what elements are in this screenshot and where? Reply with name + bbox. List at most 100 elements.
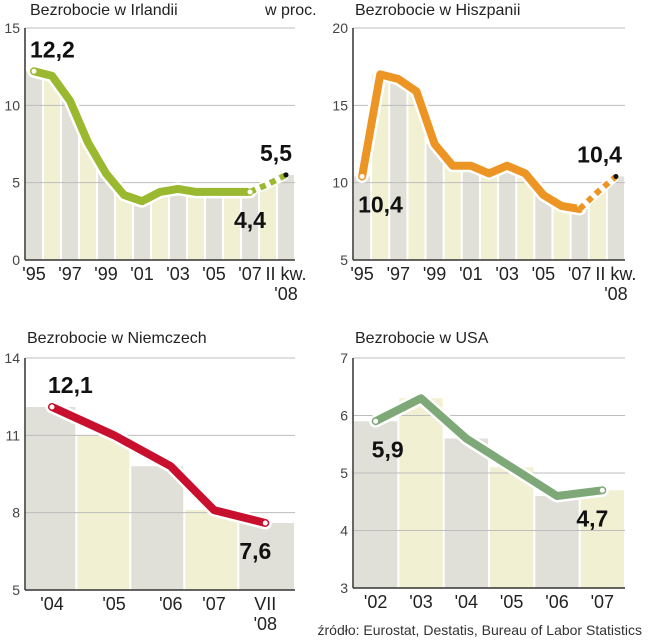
bar bbox=[224, 191, 240, 260]
y-tick-label: 6 bbox=[340, 408, 348, 424]
x-tick-label: '06 bbox=[159, 594, 182, 614]
bar bbox=[354, 421, 398, 588]
data-point bbox=[246, 188, 254, 196]
y-tick-label: 5 bbox=[12, 582, 20, 598]
x-tick-label: VII bbox=[254, 594, 276, 614]
x-tick-label: '07 bbox=[568, 264, 591, 284]
bar bbox=[131, 466, 184, 590]
bar bbox=[44, 75, 60, 261]
chart-usa-plot: 3 4 5 6 7 '02 '03 '04 '05 '06 '07 5,9 4,7 bbox=[340, 350, 625, 612]
x-tick-label: '08 bbox=[604, 284, 627, 304]
bar bbox=[134, 201, 150, 260]
series-line bbox=[371, 394, 607, 500]
bar bbox=[80, 142, 96, 260]
bar bbox=[354, 176, 371, 260]
x-tick-label: '04 bbox=[455, 592, 478, 612]
x-tick-label: '04 bbox=[40, 594, 63, 614]
x-tick-label: II kw. bbox=[595, 264, 636, 284]
bar bbox=[480, 173, 498, 260]
data-label: 5,9 bbox=[372, 436, 404, 462]
bar bbox=[26, 406, 76, 590]
x-tick-label: '03 bbox=[166, 264, 189, 284]
y-tick-label: 15 bbox=[332, 97, 348, 113]
x-tick-label: '07 bbox=[238, 264, 261, 284]
data-label: 10,4 bbox=[577, 141, 622, 167]
x-tick-label: II kw. bbox=[265, 264, 306, 284]
bar bbox=[185, 510, 238, 590]
x-tick-label: '08 bbox=[254, 614, 277, 634]
bar bbox=[260, 184, 276, 260]
y-tick-label: 0 bbox=[12, 252, 20, 268]
data-point bbox=[358, 172, 366, 180]
bar bbox=[535, 195, 552, 260]
data-point bbox=[613, 173, 619, 179]
y-tick-label: 15 bbox=[4, 20, 20, 36]
x-tick-label: '06 bbox=[545, 592, 568, 612]
bar bbox=[152, 191, 168, 260]
chart-title: Bezrobocie w Niemczech bbox=[27, 330, 207, 347]
chart-germany: Bezrobocie w Niemczech 5 8 11 14 '04 '05 '06 '0… bbox=[0, 320, 325, 640]
bar bbox=[62, 100, 78, 261]
series-line bbox=[48, 403, 270, 527]
chart-title: Bezrobocie w Irlandii bbox=[30, 2, 178, 19]
chart-ireland-plot: 0 5 10 15 '95 '97 '99 '01 '03 '05 '07 II kw.'08 12,2… bbox=[4, 20, 306, 304]
bar bbox=[462, 165, 479, 260]
bar bbox=[444, 165, 461, 260]
bar bbox=[580, 490, 624, 588]
bar bbox=[444, 438, 488, 588]
x-tick-label: '95 bbox=[22, 264, 45, 284]
chart-title: Bezrobocie w Hiszpanii bbox=[355, 2, 521, 19]
x-tick-label: '01 bbox=[459, 264, 482, 284]
bar bbox=[408, 91, 425, 260]
x-tick-label: '95 bbox=[350, 264, 373, 284]
chart-spain-plot: 5 10 15 20 '95 '97 '99 '01 '03 '05 '07 II kw.'08 10,… bbox=[332, 20, 636, 304]
bar bbox=[206, 191, 222, 260]
chart-germany-plot: 5 8 11 14 '04 '05 '06 '07 VII'08 12,1 7,6 bbox=[4, 350, 295, 634]
x-tick-label: '05 bbox=[500, 592, 523, 612]
chart-spain: Bezrobocie w Hiszpanii 5 10 15 20 '95 '97 '99 '… bbox=[325, 0, 650, 310]
bar bbox=[426, 144, 443, 260]
bar bbox=[607, 176, 624, 260]
y-tick-label: 3 bbox=[340, 580, 348, 596]
series-line bbox=[30, 67, 254, 206]
bar bbox=[553, 205, 570, 260]
bar bbox=[499, 165, 516, 260]
bar bbox=[116, 195, 132, 260]
x-tick-label: '07 bbox=[591, 592, 614, 612]
chart-title: Bezrobocie w USA bbox=[355, 330, 489, 347]
bar bbox=[278, 174, 294, 260]
series-line-dashed bbox=[248, 172, 288, 195]
x-tick-label: '08 bbox=[274, 284, 297, 304]
bar bbox=[571, 208, 588, 260]
data-point bbox=[261, 519, 269, 527]
series-line bbox=[358, 70, 584, 213]
y-tick-label: 10 bbox=[332, 175, 348, 191]
bar bbox=[399, 398, 443, 588]
y-tick-label: 20 bbox=[332, 20, 348, 36]
bar bbox=[188, 191, 204, 260]
bar bbox=[239, 522, 294, 590]
y-tick-label: 11 bbox=[5, 427, 20, 443]
bar bbox=[589, 191, 606, 260]
data-label: 5,5 bbox=[260, 140, 292, 166]
data-label: 10,4 bbox=[358, 191, 403, 217]
y-tick-label: 5 bbox=[12, 175, 20, 191]
bar bbox=[242, 191, 258, 260]
chart-ireland: Bezrobocie w Irlandii w proc. 0 5 10 15 '95 '… bbox=[0, 0, 325, 310]
bar bbox=[26, 71, 42, 260]
x-tick-label: '03 bbox=[409, 592, 432, 612]
data-point bbox=[372, 417, 380, 425]
data-point bbox=[30, 67, 38, 75]
x-tick-label: '03 bbox=[495, 264, 518, 284]
bar bbox=[390, 79, 407, 260]
x-tick-label: '05 bbox=[102, 594, 125, 614]
y-tick-label: 5 bbox=[340, 252, 348, 268]
data-label: 4,4 bbox=[234, 207, 266, 233]
bar bbox=[490, 467, 534, 588]
x-tick-label: '97 bbox=[58, 264, 81, 284]
data-point bbox=[283, 172, 289, 178]
data-label: 12,1 bbox=[48, 372, 93, 398]
series-line-dashed bbox=[577, 174, 618, 212]
data-label: 7,6 bbox=[239, 538, 271, 564]
x-tick-label: '99 bbox=[423, 264, 446, 284]
